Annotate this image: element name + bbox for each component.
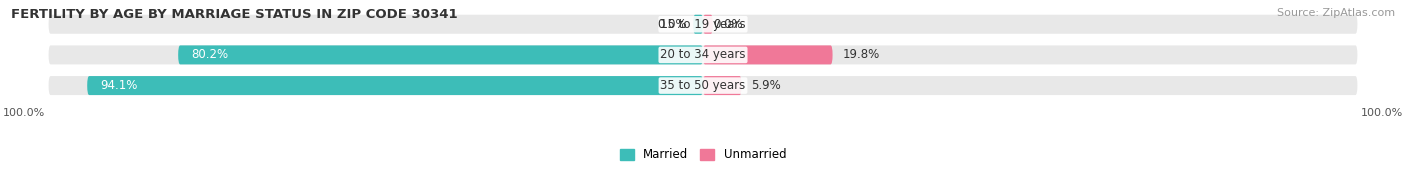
FancyBboxPatch shape xyxy=(179,45,703,64)
Text: 15 to 19 years: 15 to 19 years xyxy=(661,18,745,31)
Legend: Married, Unmarried: Married, Unmarried xyxy=(614,144,792,166)
FancyBboxPatch shape xyxy=(87,76,703,95)
FancyBboxPatch shape xyxy=(703,15,713,34)
FancyBboxPatch shape xyxy=(49,15,1357,34)
Text: Source: ZipAtlas.com: Source: ZipAtlas.com xyxy=(1277,8,1395,18)
Text: 0.0%: 0.0% xyxy=(713,18,742,31)
FancyBboxPatch shape xyxy=(703,45,832,64)
Text: 35 to 50 years: 35 to 50 years xyxy=(661,79,745,92)
Text: 100.0%: 100.0% xyxy=(1361,108,1403,118)
Text: 0.0%: 0.0% xyxy=(657,18,686,31)
Text: 5.9%: 5.9% xyxy=(751,79,782,92)
FancyBboxPatch shape xyxy=(49,45,1357,64)
Text: FERTILITY BY AGE BY MARRIAGE STATUS IN ZIP CODE 30341: FERTILITY BY AGE BY MARRIAGE STATUS IN Z… xyxy=(11,8,458,21)
Text: 94.1%: 94.1% xyxy=(100,79,138,92)
FancyBboxPatch shape xyxy=(693,15,703,34)
Text: 100.0%: 100.0% xyxy=(3,108,45,118)
FancyBboxPatch shape xyxy=(703,76,741,95)
Text: 19.8%: 19.8% xyxy=(842,48,880,61)
FancyBboxPatch shape xyxy=(49,76,1357,95)
Text: 80.2%: 80.2% xyxy=(191,48,228,61)
Text: 20 to 34 years: 20 to 34 years xyxy=(661,48,745,61)
